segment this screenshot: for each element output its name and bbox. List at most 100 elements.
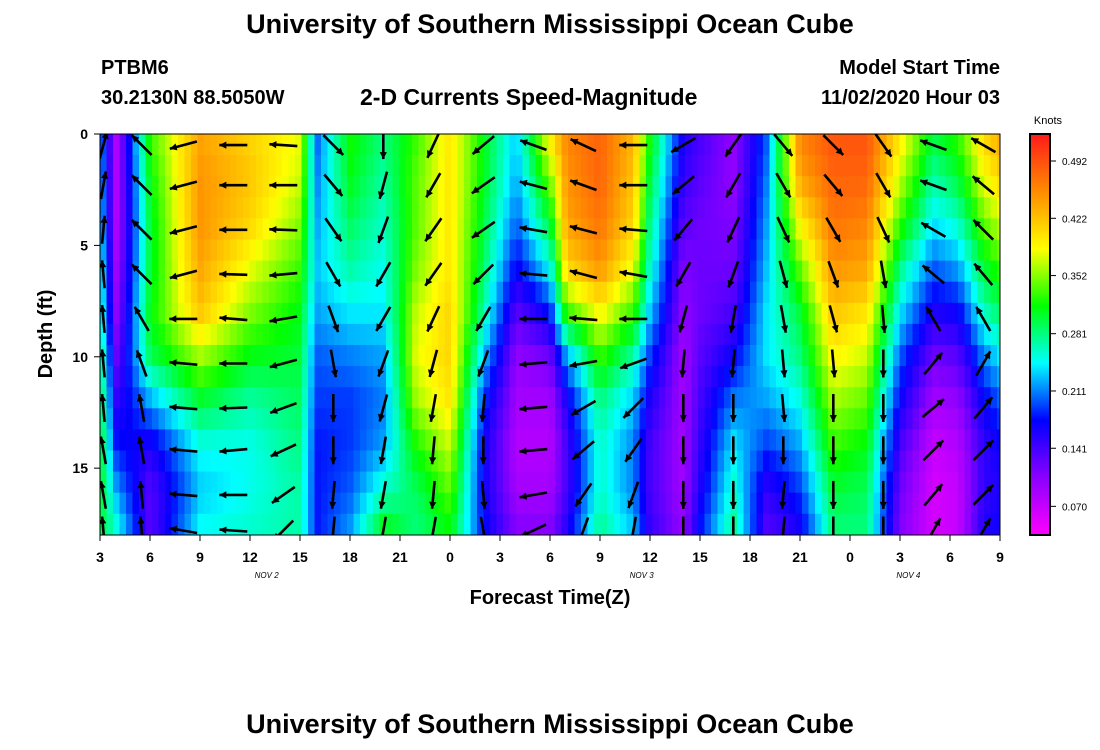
heatmap-cell [178,387,186,409]
heatmap-cell [288,239,296,262]
heatmap-cell [847,260,855,283]
current-vector [425,172,442,199]
heatmap-cell [568,492,576,515]
heatmap-cell [204,155,212,177]
heatmap-cell [737,492,745,515]
heatmap-cell [763,218,771,241]
heatmap-cell [106,239,114,262]
heatmap-cell [425,302,433,325]
heatmap-cell [288,429,296,452]
heatmap-cell [100,281,108,304]
heatmap-cell [119,134,127,156]
heatmap-cell [750,450,758,473]
heatmap-cell [607,281,615,304]
heatmap-cell [113,408,121,430]
heatmap-cell [698,197,706,219]
heatmap-cell [561,450,569,473]
colorbar-tick-label: 0.422 [1062,214,1087,225]
heatmap-cell [899,239,907,262]
heatmap-cell [184,534,192,535]
heatmap-cell [243,471,251,494]
heatmap-cell [743,239,751,262]
heatmap-cell [535,134,543,156]
heatmap-cell [795,260,803,283]
heatmap-cell [815,513,823,535]
heatmap-cell [126,239,134,262]
heatmap-cell [626,534,634,535]
heatmap-cell [366,492,374,515]
heatmap-cell [880,239,888,262]
heatmap-cell [477,492,485,515]
current-vector [100,304,107,334]
heatmap-cell [347,323,355,346]
heatmap-cell [158,155,166,177]
heatmap-cell [509,302,517,325]
current-vector [972,218,995,241]
heatmap-cell [548,345,556,367]
heatmap-cell [854,408,862,430]
heatmap-cell [282,260,290,283]
heatmap-cell [249,197,257,219]
heatmap-cell [581,197,589,219]
heatmap-cell [496,408,504,430]
heatmap-cell [132,281,140,304]
heatmap-cell [516,471,524,494]
heatmap-cell [360,260,368,283]
heatmap-cell [860,155,868,177]
heatmap-cell [724,176,732,198]
heatmap-cell [711,387,719,409]
heatmap-cell [841,197,849,219]
heatmap-cell [873,155,881,177]
heatmap-cell [555,534,563,535]
heatmap-cell [971,281,979,304]
heatmap-cell [737,429,745,452]
heatmap-cell [145,155,153,177]
date-label: NOV 4 [896,571,921,580]
heatmap-cell [717,239,725,262]
heatmap-cell [613,450,621,473]
heatmap-cell [880,197,888,219]
heatmap-cell [899,450,907,473]
heatmap-cell [906,345,914,367]
heatmap-cell [204,345,212,367]
x-tick-label: 18 [742,549,758,565]
heatmap-cell [509,492,517,515]
heatmap-cell [886,239,894,262]
heatmap-cell [314,239,322,262]
heatmap-cell [236,471,244,494]
current-vector [519,491,548,500]
heatmap-cell [763,281,771,304]
heatmap-cell [789,155,797,177]
heatmap-cell [301,513,309,535]
heatmap-cell [938,450,946,473]
heatmap-cell [977,155,985,177]
heatmap-cell [613,429,621,452]
heatmap-cell [685,345,693,367]
heatmap-cell [522,450,530,473]
heatmap-cell [672,176,680,198]
heatmap-cell [847,345,855,367]
heatmap-cell [548,302,556,325]
heatmap-cell [561,492,569,515]
heatmap-cell [704,471,712,494]
heatmap-cell [867,387,875,409]
heatmap-cell [860,345,868,367]
heatmap-cell [789,429,797,452]
heatmap-cell [509,323,517,346]
heatmap-cell [464,323,472,346]
heatmap-cell [275,197,283,219]
heatmap-cell [958,155,966,177]
heatmap-cell [951,281,959,304]
heatmap-cell [977,366,985,388]
heatmap-cell [451,302,459,325]
heatmap-cell [314,366,322,388]
heatmap-cell [587,513,595,535]
heatmap-cell [938,281,946,304]
heatmap-cell [873,134,881,156]
heatmap-cell [561,302,569,325]
heatmap-cell [665,239,673,262]
heatmap-cell [711,197,719,219]
heatmap-cell [951,408,959,430]
heatmap-cell [873,534,881,535]
heatmap-cell [353,302,361,325]
